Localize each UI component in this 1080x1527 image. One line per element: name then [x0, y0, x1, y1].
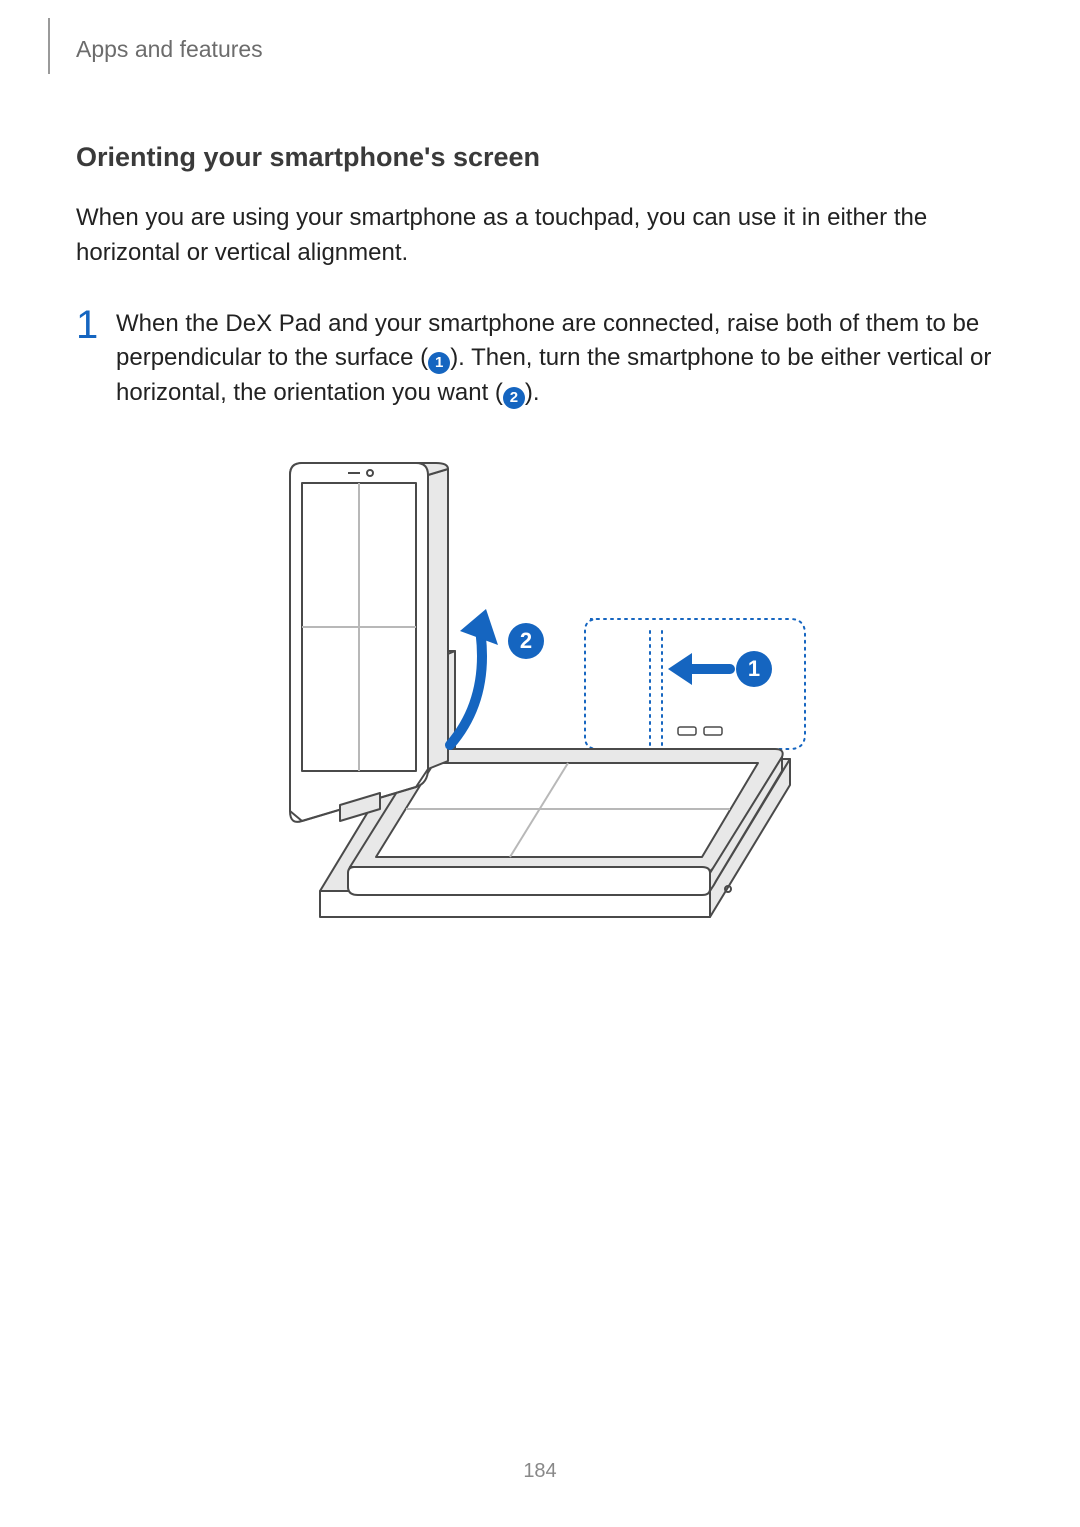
intro-paragraph: When you are using your smartphone as a … — [76, 201, 1004, 271]
step-1: 1 When the DeX Pad and your smartphone a… — [76, 307, 1004, 411]
callout-2-text: 2 — [520, 628, 532, 653]
callout-badge-1: 1 — [736, 651, 772, 687]
smartphone-vertical — [290, 463, 448, 822]
callout-badge-2: 2 — [508, 623, 544, 659]
rotate-arrow-2 — [450, 609, 498, 745]
section-label: Apps and features — [76, 36, 263, 63]
callout-1-icon: 1 — [428, 352, 450, 374]
pad-ports — [678, 727, 722, 735]
page-number: 184 — [0, 1460, 1080, 1483]
callout-1-text: 1 — [748, 656, 760, 681]
raise-arrow-1 — [668, 653, 730, 685]
step-text-c: ). — [525, 379, 540, 406]
page-heading: Orienting your smartphone's screen — [76, 142, 1004, 173]
step-body: When the DeX Pad and your smartphone are… — [116, 307, 1004, 411]
step-number: 1 — [76, 305, 116, 411]
page: Apps and features Orienting your smartph… — [0, 0, 1080, 1527]
callout-2-icon: 2 — [503, 387, 525, 409]
illustration-wrap: 2 1 — [76, 449, 1004, 1009]
header-rule — [48, 18, 50, 74]
dex-pad-illustration: 2 1 — [230, 449, 850, 1009]
